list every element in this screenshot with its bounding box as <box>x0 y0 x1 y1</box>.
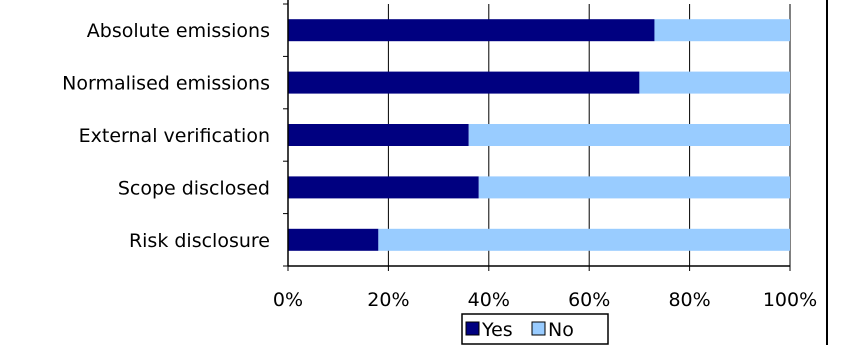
bar-risk-disclosure-yes <box>288 228 379 251</box>
bar-risk-disclosure-no <box>378 228 790 251</box>
x-tick-label-60: 60% <box>568 289 610 311</box>
category-label-external-verification: External verification <box>79 125 270 147</box>
bar-scope-disclosed-yes <box>288 176 479 199</box>
x-tick-label-80: 80% <box>668 289 710 311</box>
legend-label-no: No <box>548 319 574 341</box>
bars <box>288 19 790 251</box>
legend: Yes No <box>461 313 609 345</box>
bar-absolute-emissions-yes <box>288 19 655 42</box>
x-tick-label-20: 20% <box>367 289 409 311</box>
category-label-scope-disclosed: Scope disclosed <box>118 177 270 199</box>
legend-swatch-yes <box>465 321 480 336</box>
category-labels: Absolute emissions Normalised emissions Ex… <box>62 20 270 252</box>
bar-normalised-emissions-no <box>639 71 790 94</box>
x-tick-label-0: 0% <box>273 289 303 311</box>
bar-absolute-emissions-no <box>654 19 790 42</box>
bar-scope-disclosed-no <box>478 176 790 199</box>
category-label-risk-disclosure: Risk disclosure <box>129 230 270 252</box>
axes <box>283 0 791 271</box>
legend-swatch-no <box>531 321 546 336</box>
category-label-absolute-emissions: Absolute emissions <box>87 20 270 42</box>
legend-label-yes: Yes <box>481 319 513 341</box>
tick-labels: 0% 20% 40% 60% 80% 100% <box>273 289 817 311</box>
x-tick-label-100: 100% <box>763 289 817 311</box>
x-tick-label-40: 40% <box>468 289 510 311</box>
bar-external-verification-yes <box>288 124 469 146</box>
category-label-normalised-emissions: Normalised emissions <box>62 73 270 95</box>
bar-normalised-emissions-yes <box>288 71 640 94</box>
bar-external-verification-no <box>468 124 790 146</box>
